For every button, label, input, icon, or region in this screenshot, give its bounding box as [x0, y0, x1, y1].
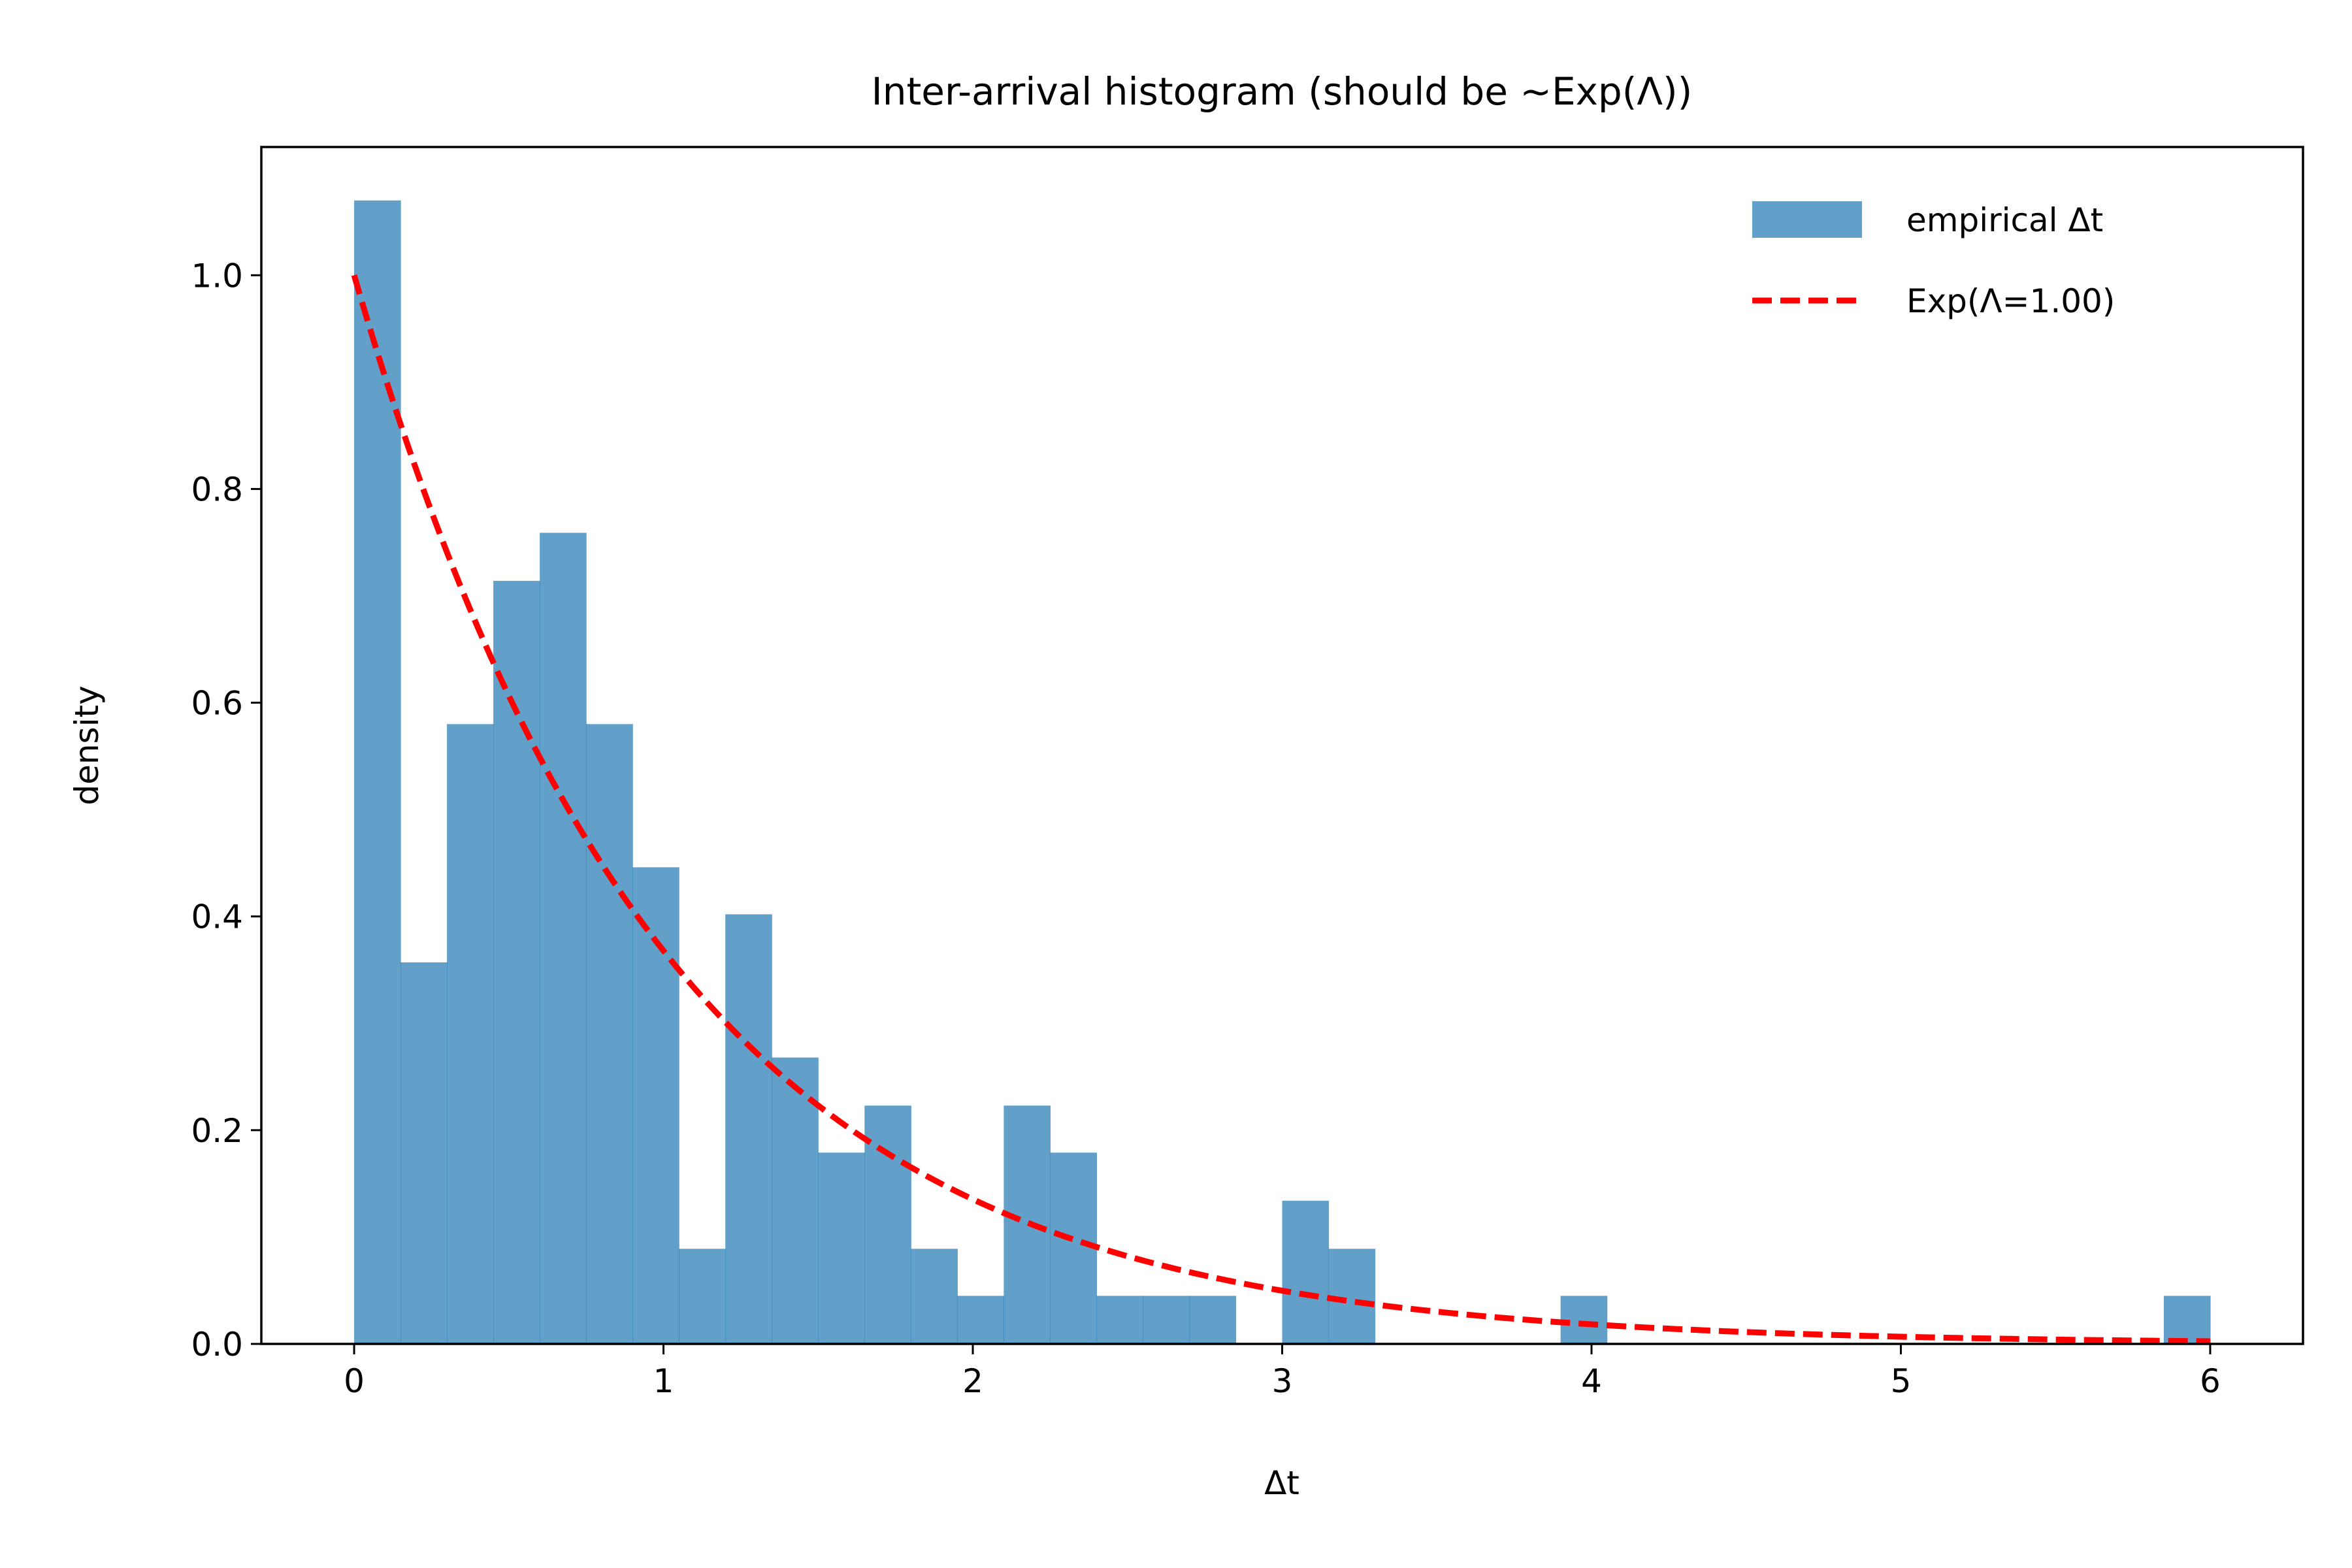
legend: empirical Δt Exp(Λ=1.00) [1752, 201, 2115, 320]
histogram-bar [1143, 1296, 1190, 1344]
x-tick-label: 2 [962, 1362, 983, 1400]
x-axis-ticks: 0 1 2 3 4 5 6 [344, 1344, 2221, 1400]
histogram-bar [1096, 1296, 1144, 1344]
y-tick-label: 1.0 [191, 257, 243, 295]
x-tick-label: 4 [1581, 1362, 1602, 1400]
histogram-bars [354, 200, 2211, 1344]
histogram-bar [957, 1296, 1004, 1344]
x-tick-label: 1 [653, 1362, 674, 1400]
x-tick-label: 6 [2200, 1362, 2221, 1400]
histogram-bar [679, 1249, 726, 1344]
y-tick-label: 0.8 [191, 470, 243, 508]
histogram-bar [2163, 1296, 2211, 1344]
histogram-bar [586, 724, 633, 1344]
chart-title: Inter-arrival histogram (should be ~Exp(… [872, 69, 1693, 114]
x-tick-label: 5 [1891, 1362, 1912, 1400]
histogram-bar [1282, 1200, 1330, 1344]
histogram-bar [447, 724, 494, 1344]
histogram-bar [632, 867, 679, 1344]
histogram-bar [1050, 1152, 1098, 1344]
y-tick-label: 0.2 [191, 1112, 243, 1150]
y-axis-label: density [68, 685, 106, 805]
y-tick-label: 0.6 [191, 685, 243, 723]
histogram-bar [864, 1105, 911, 1344]
histogram-bar [354, 200, 401, 1344]
legend-swatch-histogram [1752, 201, 1862, 238]
legend-label-histogram: empirical Δt [1906, 201, 2103, 239]
histogram-bar [818, 1152, 865, 1344]
histogram-bar [911, 1249, 958, 1344]
histogram-bar [772, 1057, 819, 1344]
y-tick-label: 0.4 [191, 898, 243, 936]
y-axis-ticks: 0.0 0.2 0.4 0.6 0.8 1.0 [191, 257, 261, 1364]
x-tick-label: 3 [1272, 1362, 1293, 1400]
x-axis-label: Δt [1264, 1464, 1299, 1502]
exponential-curve [351, 274, 2210, 1345]
histogram-bar [1189, 1296, 1237, 1344]
histogram-bar [1560, 1296, 1608, 1344]
histogram-bar [1004, 1105, 1051, 1344]
histogram-bar [725, 914, 772, 1344]
histogram-bar [400, 962, 448, 1344]
legend-label-curve: Exp(Λ=1.00) [1906, 282, 2115, 320]
y-tick-label: 0.0 [191, 1326, 243, 1364]
x-tick-label: 0 [344, 1362, 365, 1400]
histogram-bar [493, 581, 540, 1344]
histogram-bar [540, 532, 587, 1344]
